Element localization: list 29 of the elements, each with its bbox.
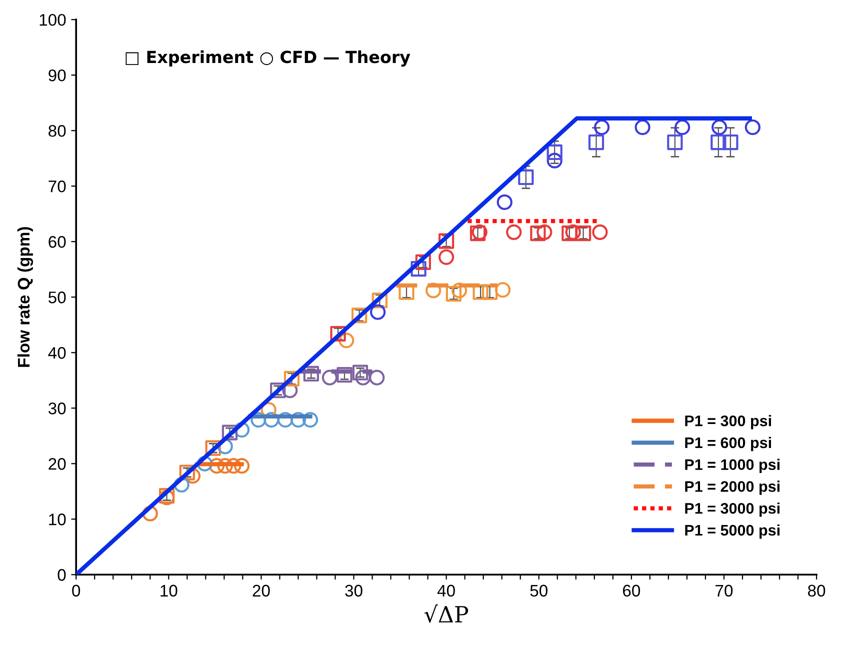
x-tick-label: 20 [252, 584, 270, 597]
x-tick-label: 10 [160, 584, 178, 597]
legend-label: P1 = 600 psi [685, 436, 771, 452]
y-tick-label: 0 [58, 569, 66, 581]
x-tick-label: 0 [72, 584, 80, 597]
legend-label: P1 = 300 psi [685, 415, 771, 430]
x-tick-label: 70 [716, 584, 733, 597]
y-tick-label: 20 [48, 458, 66, 470]
y-tick-label: 90 [48, 69, 66, 82]
legend-label: P1 = 2000 psi [685, 480, 780, 495]
y-tick-label: 100 [40, 14, 66, 26]
y-tick-label: 50 [48, 292, 66, 304]
legend-label: P1 = 3000 psi [685, 502, 780, 517]
x-tick-label: 30 [345, 584, 362, 597]
x-tick-label: 80 [808, 584, 826, 597]
x-tick-label: 60 [622, 584, 640, 597]
y-tick-label: 30 [48, 402, 66, 414]
x-tick-label: 40 [437, 584, 455, 597]
y-tick-label: 40 [48, 347, 66, 359]
y-tick-label: 70 [48, 180, 66, 192]
legend-label: P1 = 1000 psi [685, 458, 780, 474]
x-tick-label: 50 [530, 584, 548, 597]
x-axis-title: √ΔP [424, 604, 468, 623]
y-axis-title: Flow rate Q (gpm) [17, 227, 34, 367]
y-tick-label: 80 [48, 125, 66, 137]
y-tick-label: 10 [49, 514, 66, 526]
legend-label: P1 = 5000 psi [685, 524, 780, 539]
annotation: □ Experiment ○ CFD — Theory [126, 50, 410, 67]
y-tick-label: 60 [48, 236, 66, 248]
